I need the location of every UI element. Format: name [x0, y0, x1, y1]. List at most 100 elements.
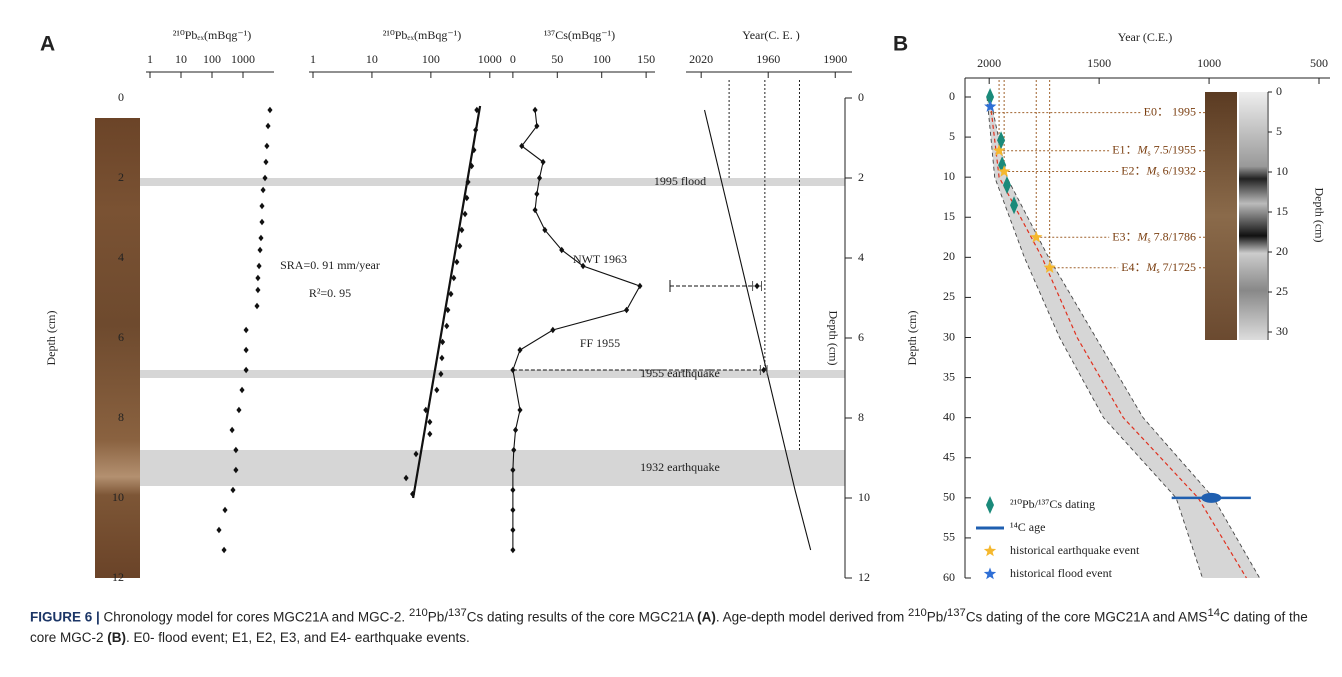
y-tick-label: 30: [943, 329, 955, 343]
data-point: [519, 142, 525, 150]
data-point: [243, 346, 249, 354]
data-point: [540, 158, 546, 166]
data-point: [624, 306, 630, 314]
x-axis-title: ¹³⁷Cs(mBqg⁻¹): [544, 28, 615, 42]
data-point: [233, 466, 239, 474]
data-point: [267, 106, 273, 114]
data-point: [517, 346, 523, 354]
event-band: [140, 178, 845, 186]
x-axis-title: Year(C. E. ): [742, 28, 799, 42]
data-point: [462, 210, 468, 218]
event-label-part: 1995: [1169, 104, 1196, 118]
y-tick-label: 0: [1276, 84, 1282, 98]
y-tick-label: 20: [1276, 244, 1288, 258]
event-label: 1995 flood: [654, 174, 706, 188]
y-tick-label: 4: [858, 250, 864, 264]
event-label-part: 7.5/1955: [1151, 142, 1196, 156]
y-tick-label: 0: [118, 90, 124, 104]
event-label-part: 6/1932: [1160, 163, 1196, 177]
caption-text: FIGURE 6 |: [30, 609, 104, 625]
data-point: [448, 290, 454, 298]
event-label-part: s: [1157, 266, 1160, 275]
data-point: [233, 446, 239, 454]
data-point: [550, 326, 556, 334]
data-point: [434, 386, 440, 394]
event-label-part: M: [1137, 229, 1149, 243]
x-tick-label: 150: [637, 52, 655, 66]
data-point: [258, 234, 264, 242]
x-tick-label: 1000: [478, 52, 502, 66]
event-band: [140, 370, 845, 378]
data-point: [262, 174, 268, 182]
event-label: E2：Ms 6/1932: [1121, 163, 1196, 178]
legend-label: ²¹⁰Pb/¹³⁷Cs dating: [1010, 497, 1095, 511]
data-point: [510, 486, 516, 494]
data-point: [255, 286, 261, 294]
event-label-part: M: [1146, 260, 1158, 274]
y-tick-label: 2: [118, 170, 124, 184]
data-point: [532, 206, 538, 214]
x-tick-label: 500: [1310, 56, 1328, 70]
core-photo: [1205, 92, 1237, 340]
data-point: [457, 242, 463, 250]
fit-line: [412, 105, 482, 499]
data-point: [511, 446, 517, 454]
event-label-part: E4：: [1121, 260, 1146, 274]
y-tick-label: 25: [1276, 284, 1288, 298]
y-tick-label: 2: [858, 170, 864, 184]
event-label: 1932 earthquake: [640, 460, 720, 474]
data-point: [559, 246, 565, 254]
data-point: [257, 246, 263, 254]
marker-label: FF 1955: [580, 336, 620, 350]
model-median: [989, 96, 1247, 579]
caption-text: . Age-depth model derived from: [715, 609, 908, 625]
data-point: [413, 450, 419, 458]
legend-marker: [986, 496, 994, 514]
legend-marker: [983, 567, 997, 580]
data-point: [260, 186, 266, 194]
event-label-part: E2：: [1121, 163, 1146, 177]
data-point: [239, 386, 245, 394]
event-label: 1955 earthquake: [640, 366, 720, 380]
event-label: E4：Ms 7/1725: [1121, 260, 1196, 275]
y-axis-title: Depth (cm): [826, 311, 840, 366]
x-tick-label: 1500: [1087, 56, 1111, 70]
x-axis-title: Year (C.E.): [1118, 30, 1172, 44]
data-point: [230, 486, 236, 494]
legend-label: ¹⁴C age: [1010, 520, 1045, 534]
event-label-part: s: [1148, 235, 1151, 244]
event-label-part: E3：: [1112, 229, 1137, 243]
data-point: [259, 202, 265, 210]
x-tick-label: 0: [510, 52, 516, 66]
y-tick-label: 5: [949, 129, 955, 143]
data-point: [256, 262, 262, 270]
y-tick-label: 35: [943, 369, 955, 383]
event-star: [997, 165, 1011, 177]
event-label-part: s: [1157, 169, 1160, 178]
data-point: [517, 406, 523, 414]
event-label-part: M: [1137, 142, 1149, 156]
marker-label: NWT 1963: [573, 252, 627, 266]
event-star: [1043, 261, 1056, 274]
y-tick-label: 40: [943, 409, 955, 423]
caption-text: Cs dating results of the core MGC21A: [466, 609, 698, 625]
y-tick-label: 8: [858, 410, 864, 424]
data-point: [459, 226, 465, 234]
event-label: E0： 1995: [1144, 104, 1196, 118]
x-tick-label: 2020: [689, 52, 713, 66]
x-tick-label: 1000: [1197, 56, 1221, 70]
x-axis-title: ²¹⁰Pbₑₓ(mBqg⁻¹): [383, 28, 462, 42]
data-point: [255, 274, 261, 282]
caption-text: (B): [107, 629, 127, 645]
event-star: [984, 100, 997, 112]
y-tick-label: 12: [112, 570, 124, 584]
data-point: [510, 466, 516, 474]
plots: 1995 flood 1955 earthquake 1932 earthquake…: [44, 28, 1330, 584]
y-tick-label: 4: [118, 250, 124, 264]
y-tick-label: 6: [118, 330, 124, 344]
panel-label: B: [893, 33, 908, 56]
marker: [761, 366, 767, 374]
annotation: SRA=0. 91 mm/year: [280, 258, 380, 272]
figure: 1995 flood 1955 earthquake 1932 earthquake…: [40, 28, 1330, 584]
y-tick-label: 10: [112, 490, 124, 504]
